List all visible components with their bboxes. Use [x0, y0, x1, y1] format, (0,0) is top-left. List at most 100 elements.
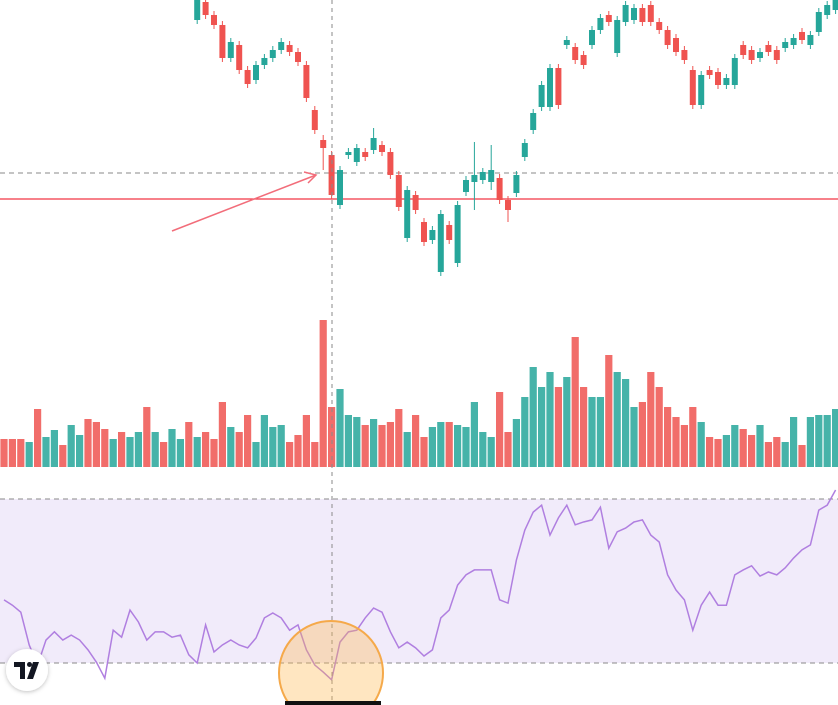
- candle-body: [513, 175, 520, 193]
- candle-body: [269, 50, 276, 58]
- volume-bar: [664, 407, 672, 467]
- annotation-arrow: [171, 174, 317, 232]
- volume-bar: [773, 437, 781, 467]
- candle-body: [387, 152, 394, 175]
- volume-bar: [50, 430, 58, 467]
- candle-body: [328, 155, 335, 195]
- volume-bar: [59, 445, 67, 467]
- candle-body: [353, 148, 360, 162]
- volume-bar: [25, 442, 33, 467]
- candle-body: [681, 50, 688, 60]
- logo-dot[interactable]: [27, 662, 32, 667]
- candle-body: [748, 50, 755, 60]
- volume-bar: [462, 427, 470, 467]
- volume-bar: [386, 422, 394, 467]
- candle-body: [538, 85, 545, 107]
- volume-bar: [0, 439, 8, 467]
- volume-bar: [571, 337, 579, 467]
- rsi-band: [0, 499, 838, 663]
- volume-bar: [512, 419, 520, 467]
- candle-body: [429, 230, 436, 240]
- volume-bar: [529, 367, 537, 467]
- volume-bar: [143, 407, 151, 467]
- volume-bar: [185, 422, 193, 467]
- candle-body: [773, 50, 780, 60]
- candle-body: [278, 42, 285, 50]
- volume-bar: [378, 425, 386, 467]
- volume-bar: [193, 437, 201, 467]
- volume-bar: [84, 419, 92, 467]
- volume-bar: [605, 355, 613, 467]
- candle-body: [740, 45, 747, 55]
- candle-body: [530, 113, 537, 130]
- candle-body: [479, 172, 486, 180]
- logo-mark[interactable]: [14, 662, 39, 679]
- volume-bar: [134, 432, 142, 467]
- volume-bar: [722, 435, 730, 467]
- volume-bar: [395, 409, 403, 467]
- volume-bar: [596, 397, 604, 467]
- volume-bar: [353, 417, 361, 467]
- volume-bar: [227, 427, 235, 467]
- candle-body: [505, 200, 511, 210]
- candle-body: [639, 8, 646, 22]
- volume-bar: [168, 429, 176, 467]
- volume-bar: [470, 402, 478, 467]
- volume-bar: [210, 439, 218, 467]
- candle-body: [656, 22, 663, 30]
- annotation-arrow-head: [303, 171, 318, 184]
- volume-bar: [92, 422, 100, 467]
- candle-body: [496, 178, 503, 200]
- candle-body: [379, 145, 385, 152]
- volume-bar: [655, 387, 663, 467]
- highlight-circle: [278, 620, 384, 705]
- candle-body: [605, 15, 612, 22]
- volume-bar: [42, 437, 50, 467]
- volume-bar: [420, 437, 428, 467]
- volume-bar: [806, 417, 814, 467]
- candle-body: [664, 30, 671, 45]
- volume-bar: [302, 415, 310, 467]
- volume-bar: [504, 432, 512, 467]
- candle-body: [337, 170, 343, 205]
- volume-bar: [176, 439, 184, 467]
- logo-badge[interactable]: [6, 649, 48, 691]
- volume-bar: [437, 422, 445, 467]
- volume-bar: [731, 425, 739, 467]
- volume-bar: [260, 415, 268, 467]
- volume-bar: [370, 419, 378, 467]
- candle-body: [362, 152, 369, 157]
- volume-bar: [412, 415, 420, 467]
- volume-bar: [823, 415, 831, 467]
- volume-bar: [311, 442, 319, 467]
- price-panel: [194, 0, 838, 276]
- candle-body: [698, 75, 705, 105]
- volume-bar: [546, 372, 554, 467]
- candle-body: [454, 205, 461, 263]
- volume-bar: [588, 397, 596, 467]
- candle-body: [782, 42, 789, 48]
- candle-body: [303, 65, 310, 98]
- logo[interactable]: [6, 649, 48, 691]
- volume-bar: [101, 429, 109, 467]
- candle-body: [647, 5, 654, 22]
- volume-bar: [739, 429, 747, 467]
- volume-bar: [269, 427, 277, 467]
- volume-bar: [689, 407, 697, 467]
- volume-bar: [487, 437, 495, 467]
- volume-bar: [109, 439, 117, 467]
- candle-body: [673, 38, 679, 52]
- volume-bar: [538, 387, 546, 467]
- candle-body: [437, 214, 444, 272]
- candle-body: [799, 32, 805, 40]
- volume-bar: [344, 415, 352, 467]
- volume-bar: [630, 407, 638, 467]
- volume-bar: [118, 432, 126, 467]
- candle-body: [395, 175, 402, 207]
- candle-body: [286, 45, 293, 52]
- volume-bar: [563, 377, 571, 467]
- candle-body: [563, 40, 570, 45]
- candle-body: [521, 143, 528, 157]
- volume-bar: [756, 425, 764, 467]
